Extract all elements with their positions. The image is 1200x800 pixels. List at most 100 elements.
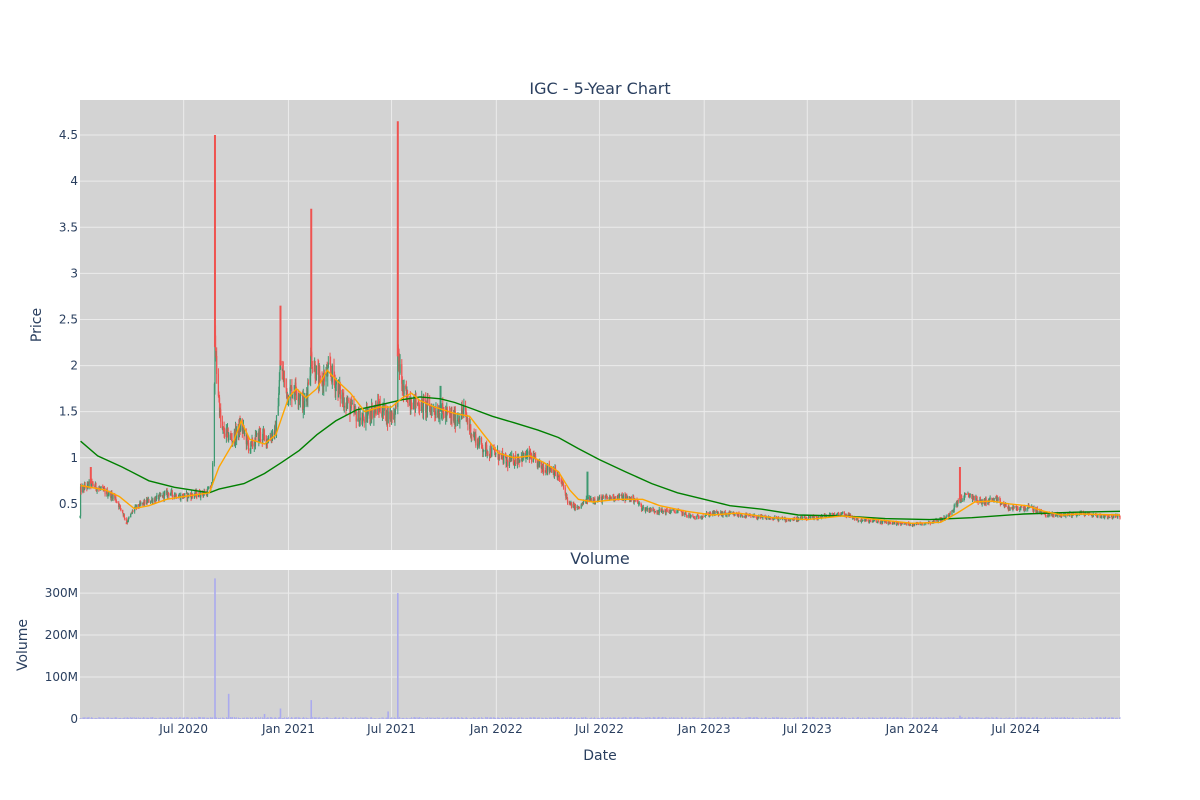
candle-body: [106, 490, 108, 497]
volume-bar: [633, 717, 635, 719]
volume-bar: [734, 717, 735, 719]
volume-bar: [83, 717, 85, 719]
candle-body: [913, 524, 915, 526]
volume-bar: [482, 718, 484, 719]
candle-body: [115, 497, 117, 502]
volume-bar: [981, 717, 983, 719]
volume-bar: [375, 718, 377, 719]
candle-body: [218, 397, 221, 416]
volume-bar: [808, 716, 810, 719]
volume-bar: [786, 718, 788, 719]
volume-bar: [649, 717, 651, 719]
volume-bar: [704, 717, 706, 719]
volume-bar: [654, 717, 656, 719]
volume-bar: [314, 717, 316, 719]
volume-bar: [664, 717, 666, 719]
volume-bar: [266, 717, 268, 719]
candle-body: [455, 420, 457, 427]
volume-spike-bar: [279, 708, 282, 719]
volume-bar: [889, 717, 891, 719]
candle-body: [685, 512, 687, 515]
volume-bar: [939, 717, 941, 719]
volume-bar: [446, 717, 448, 719]
candle-body: [160, 495, 162, 497]
volume-bar: [283, 718, 285, 719]
candle-body: [1049, 514, 1051, 516]
candle-body: [1096, 515, 1098, 517]
volume-bar: [338, 717, 340, 719]
volume-bar: [571, 717, 572, 719]
volume-bar: [107, 717, 109, 719]
candle-body: [621, 494, 623, 500]
candle-body: [580, 504, 582, 508]
candle-body: [852, 517, 855, 519]
volume-bar: [423, 718, 424, 719]
volume-bar: [642, 717, 644, 719]
volume-bar: [1087, 718, 1088, 719]
volume-bar: [442, 718, 444, 719]
volume-bar: [533, 718, 535, 719]
volume-bar: [817, 717, 818, 719]
volume-bar: [386, 717, 388, 719]
volume-bar: [194, 717, 196, 719]
volume-bar: [528, 718, 530, 719]
volume-bar: [602, 717, 604, 719]
volume-bar: [128, 718, 129, 719]
volume-bar: [274, 717, 276, 719]
volume-bar: [1013, 718, 1015, 719]
volume-bar: [414, 717, 416, 719]
volume-bar: [630, 717, 632, 719]
candle-body: [654, 511, 656, 513]
volume-bar: [170, 717, 172, 719]
candle-body: [286, 388, 288, 399]
candle-body: [466, 417, 468, 421]
volume-bar: [406, 718, 408, 719]
volume-bar: [506, 718, 507, 719]
volume-bar: [542, 717, 544, 719]
volume-bar: [371, 718, 373, 719]
volume-bar: [991, 716, 993, 719]
candle-body: [291, 395, 294, 399]
candle-body: [598, 499, 600, 501]
candle-body: [221, 421, 223, 430]
candle-body: [529, 450, 532, 457]
volume-bar: [1068, 718, 1070, 719]
volume-bar: [1080, 718, 1082, 719]
volume-tick-label: 200M: [45, 628, 78, 642]
candle-body: [311, 353, 313, 368]
candle-body: [564, 487, 566, 493]
candle-body: [704, 515, 706, 516]
candle-body: [363, 415, 365, 420]
candle-body: [442, 404, 444, 410]
volume-bar: [389, 718, 391, 719]
volume-bar: [465, 717, 466, 719]
candle-body: [674, 511, 676, 513]
volume-bar: [486, 718, 488, 719]
volume-bar: [953, 717, 955, 719]
candle-body: [608, 497, 610, 499]
candle-body: [793, 520, 795, 521]
volume-bar: [653, 717, 655, 719]
volume-bar: [796, 718, 797, 719]
volume-bar: [626, 718, 628, 719]
candle-body: [539, 461, 541, 465]
candle-body: [475, 434, 477, 446]
volume-bar: [343, 717, 345, 719]
volume-bar: [239, 718, 240, 719]
candle-body: [736, 513, 738, 516]
candle-body: [335, 382, 337, 385]
volume-bar: [1000, 717, 1002, 719]
candle-body: [405, 385, 407, 389]
volume-bar: [1069, 717, 1071, 719]
candle-body: [566, 494, 568, 498]
volume-bar: [937, 717, 939, 719]
candle-body: [498, 454, 500, 460]
volume-bar: [411, 717, 412, 719]
volume-bar: [241, 718, 243, 719]
volume-bar: [940, 717, 942, 719]
volume-bar: [335, 717, 337, 719]
candle-body: [802, 516, 804, 519]
volume-bar: [1111, 717, 1113, 719]
volume-bar: [461, 717, 463, 719]
volume-bar: [517, 717, 518, 719]
